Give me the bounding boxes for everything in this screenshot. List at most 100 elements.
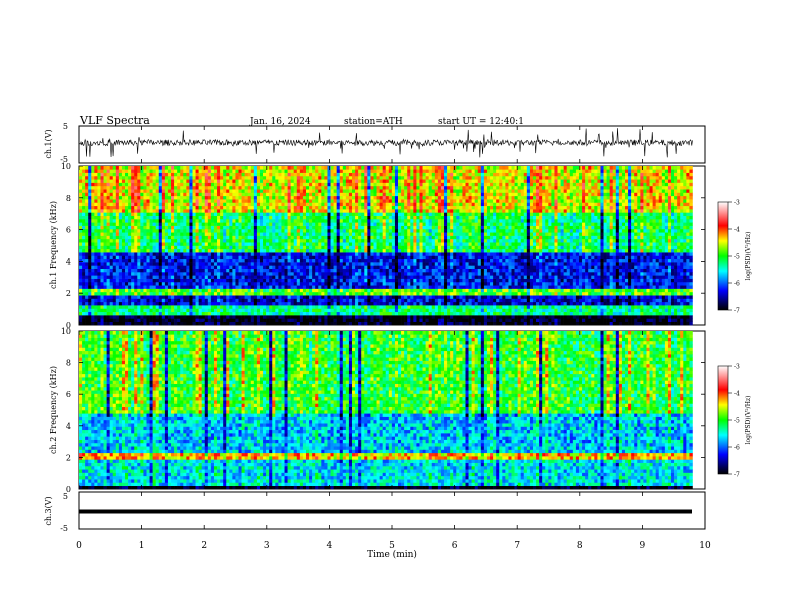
spectrogram-cell <box>196 285 199 289</box>
spectrogram-cell <box>91 275 94 279</box>
spectrogram-cell <box>441 249 444 253</box>
spectrogram-cell <box>472 318 475 322</box>
spectrogram-cell <box>97 308 100 312</box>
spectrogram-cell <box>432 299 435 303</box>
spectrogram-cell <box>490 308 493 312</box>
spectrogram-cell <box>137 292 140 296</box>
spectrogram-cell <box>515 279 518 283</box>
spectrogram-cell <box>634 299 637 303</box>
spectrogram-cell <box>373 262 376 266</box>
spectrogram-cell <box>597 282 600 286</box>
spectrogram-cell <box>331 275 334 279</box>
spectrogram-cell <box>272 308 275 312</box>
spectrogram-cell <box>257 295 260 299</box>
spectrogram-cell <box>85 252 88 256</box>
spectrogram-cell <box>278 265 281 269</box>
spectrogram-cell <box>254 289 257 293</box>
spectrogram-cell <box>450 272 453 276</box>
spectrogram-cell <box>186 275 189 279</box>
spectrogram-cell <box>628 318 631 322</box>
spectrogram-cell <box>140 249 143 253</box>
spectrogram-cell <box>508 262 511 266</box>
spectrogram-cell <box>438 292 441 296</box>
spectrogram-cell <box>453 292 456 296</box>
spectrogram-cell <box>435 255 438 259</box>
spectrogram-cell <box>79 265 82 269</box>
spectrogram-cell <box>539 289 542 293</box>
spectrogram-cell <box>315 308 318 312</box>
spectrogram-cell <box>453 275 456 279</box>
spectrogram-cell <box>515 269 518 273</box>
spectrogram-cell <box>257 299 260 303</box>
spectrogram-cell <box>220 292 223 296</box>
spectrogram-cell <box>266 295 269 299</box>
spectrogram-cell <box>128 285 131 289</box>
spectrogram-cell <box>585 295 588 299</box>
spectrogram-cell <box>331 318 334 322</box>
spectrogram-cell <box>303 295 306 299</box>
spectrogram-cell <box>309 269 312 273</box>
spectrogram-cell <box>459 279 462 283</box>
spectrogram-cell <box>659 322 662 326</box>
spectrogram-cell <box>324 308 327 312</box>
spectrogram-cell <box>288 289 291 293</box>
spectrogram-cell <box>462 262 465 266</box>
spectrogram-cell <box>91 285 94 289</box>
spectrogram-cell <box>383 269 386 273</box>
spectrogram-cell <box>450 322 453 326</box>
spectrogram-cell <box>294 255 297 259</box>
spectrogram-cell <box>364 308 367 312</box>
spectrogram-cell <box>140 299 143 303</box>
spectrogram-cell <box>291 282 294 286</box>
spectrogram-cell <box>634 289 637 293</box>
spectrogram-cell <box>634 312 637 316</box>
spectrogram-cell <box>303 322 306 326</box>
spectrogram-cell <box>285 308 288 312</box>
spectrogram-cell <box>610 322 613 326</box>
spectrogram-cell <box>386 249 389 253</box>
spectrogram-cell <box>401 252 404 256</box>
spectrogram-cell <box>315 312 318 316</box>
spectrogram-cell <box>564 259 567 263</box>
spectrogram-cell <box>177 242 180 246</box>
spectrogram-cell <box>162 318 165 322</box>
spectrogram-cell <box>137 285 140 289</box>
spectrogram-cell <box>260 292 263 296</box>
spectrogram-cell <box>545 292 548 296</box>
spectrogram-cell <box>607 242 610 246</box>
spectrogram-cell <box>183 249 186 253</box>
spectrogram-cell <box>269 308 272 312</box>
spectrogram-cell <box>650 312 653 316</box>
spectrogram-cell <box>570 292 573 296</box>
spectrogram-cell <box>257 312 260 316</box>
spectrogram-cell <box>465 292 468 296</box>
spectrogram-cell <box>674 285 677 289</box>
spectrogram-cell <box>594 246 597 250</box>
spectrogram-cell <box>637 246 640 250</box>
spectrogram-cell <box>324 269 327 273</box>
spectrogram-cell <box>512 252 515 256</box>
spectrogram-cell <box>251 269 254 273</box>
spectrogram-cell <box>567 279 570 283</box>
spectrogram-cell <box>85 265 88 269</box>
spectrogram-cell <box>481 259 484 263</box>
spectrogram-cell <box>637 249 640 253</box>
spectrogram-cell <box>524 275 527 279</box>
spectrogram-cell <box>643 302 646 306</box>
spectrogram-cell <box>554 242 557 246</box>
spectrogram-cell <box>97 279 100 283</box>
spectrogram-cell <box>435 259 438 263</box>
spectrogram-cell <box>499 305 502 309</box>
spectrogram-cell <box>189 265 192 269</box>
spectrogram-cell <box>600 269 603 273</box>
spectrogram-cell <box>119 305 122 309</box>
spectrogram-cell <box>321 318 324 322</box>
spectrogram-cell <box>383 249 386 253</box>
spectrogram-cell <box>426 299 429 303</box>
spectrogram-cell <box>334 265 337 269</box>
spectrogram-cell <box>312 246 315 250</box>
spectrogram-cell <box>146 299 149 303</box>
spectrogram-cell <box>113 292 116 296</box>
spectrogram-cell <box>628 265 631 269</box>
spectrogram-cell <box>429 242 432 246</box>
